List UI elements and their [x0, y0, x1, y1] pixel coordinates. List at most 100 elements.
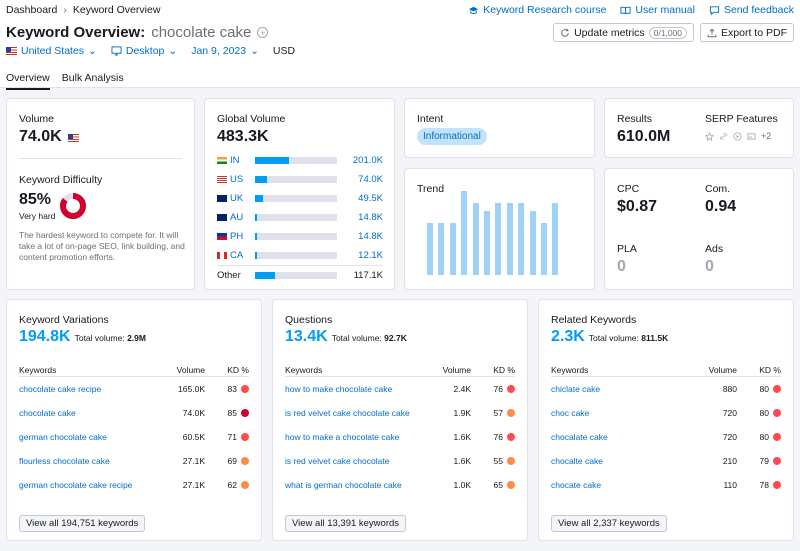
table-row: how to make chocolate cake 2.4K 76 — [285, 377, 515, 401]
keyword-kd: 76 — [471, 384, 515, 394]
keyword-link[interactable]: chocalte cake — [551, 456, 603, 466]
keyword-link[interactable]: chocalate cake — [551, 432, 608, 442]
keyword-link[interactable]: chocate cake — [551, 480, 602, 490]
chevron-down-icon: ⌄ — [250, 45, 259, 57]
variations-count-value[interactable]: 194.8K — [19, 328, 71, 345]
device-select[interactable]: Desktop ⌄ — [111, 45, 177, 57]
table-row: is red velvet cake chocolate 1.6K 55 — [285, 449, 515, 473]
manual-link[interactable]: User manual — [620, 4, 695, 16]
pla-value: 0 — [617, 258, 626, 275]
manual-label: User manual — [635, 4, 695, 16]
country-code[interactable]: AU — [230, 211, 244, 223]
country-code[interactable]: PH — [230, 230, 244, 242]
trend-bar — [529, 211, 536, 275]
keyword-link[interactable]: what is german chocolate cake — [285, 480, 402, 490]
related-table: Keywords Volume KD % chiclate cake 880 80 choc… — [551, 363, 781, 497]
header-volume[interactable]: Volume — [442, 364, 471, 375]
trend-bar — [472, 202, 479, 275]
keyword-link[interactable]: chiclate cake — [551, 384, 601, 394]
ads-value: 0 — [705, 258, 714, 275]
pla-label: PLA — [617, 243, 637, 255]
tab-bar: Overview Bulk Analysis — [6, 72, 124, 90]
kd-value: 71 — [227, 432, 237, 442]
desktop-icon — [111, 46, 122, 56]
keyword-link[interactable]: flourless chocolate cake — [19, 456, 110, 466]
link-icon — [720, 132, 727, 140]
keyword-link[interactable]: how to make chocolate cake — [285, 384, 393, 394]
country-code[interactable]: US — [230, 173, 244, 185]
header-kd[interactable]: KD % — [759, 364, 781, 375]
country-row-us: US 74.0K — [217, 173, 383, 185]
header-kd[interactable]: KD % — [227, 364, 249, 375]
graduation-cap-icon — [469, 6, 479, 14]
country-code[interactable]: UK — [230, 192, 244, 204]
related-total-label: Total volume: — [588, 333, 639, 343]
keyword-link[interactable]: chocolate cake recipe — [19, 384, 102, 394]
com-label: Com. — [705, 183, 731, 195]
keyword-link[interactable]: german chocolate cake — [19, 432, 107, 442]
header-volume[interactable]: Volume — [176, 364, 205, 375]
cpc-label: CPC — [617, 183, 640, 195]
keyword-kd: 79 — [737, 456, 781, 466]
keyword-kd: 83 — [205, 384, 249, 394]
kd-dot — [507, 433, 515, 441]
table-header: Keywords Volume KD % — [285, 363, 515, 377]
country-code[interactable]: CA — [230, 249, 244, 261]
tab-bulk-analysis[interactable]: Bulk Analysis — [61, 72, 124, 84]
keyword-volume: 165.0K — [178, 384, 205, 394]
country-row-in: IN 201.0K — [217, 154, 383, 166]
view-all-related-button[interactable]: View all 2,337 keywords — [551, 515, 667, 532]
kd-dot — [773, 409, 781, 417]
country-bar-fill — [255, 213, 258, 221]
country-volume[interactable]: 14.8K — [358, 211, 383, 223]
date-select[interactable]: Jan 9, 2023 ⌄ — [191, 45, 259, 57]
country-volume[interactable]: 201.0K — [352, 154, 383, 166]
country-bar — [255, 175, 337, 183]
keyword-link[interactable]: how to make a chocolate cake — [285, 432, 400, 442]
keyword-kd: 80 — [737, 432, 781, 442]
update-count: 0/1,000 — [648, 26, 688, 39]
flag-icon — [217, 194, 227, 202]
keyword-link[interactable]: is red velvet cake chocolate — [285, 456, 390, 466]
global-volume-label: Global Volume — [217, 113, 286, 125]
serp-more[interactable]: +2 — [761, 131, 772, 141]
chevron-down-icon: ⌄ — [88, 45, 97, 57]
related-count-value[interactable]: 2.3K — [551, 328, 585, 345]
course-link[interactable]: Keyword Research course — [468, 4, 606, 16]
tab-overview[interactable]: Overview — [6, 72, 50, 90]
flag-icon — [217, 156, 227, 164]
table-row: chocolate cake 74.0K 85 — [19, 401, 249, 425]
kd-description: The hardest keyword to compete for. It w… — [19, 230, 185, 262]
keyword-volume: 60.5K — [182, 432, 205, 442]
us-flag-icon — [6, 47, 17, 55]
keyword-link[interactable]: german chocolate cake recipe — [19, 480, 133, 490]
keyword-link[interactable]: is red velvet cake chocolate cake — [285, 408, 410, 418]
view-all-questions-button[interactable]: View all 13,391 keywords — [285, 515, 407, 532]
keyword-kd: 55 — [471, 456, 515, 466]
header-kd[interactable]: KD % — [493, 364, 515, 375]
keyword-link[interactable]: chocolate cake — [19, 408, 76, 418]
view-all-variations-button[interactable]: View all 194,751 keywords — [19, 515, 146, 532]
volume-label: Volume — [19, 113, 55, 125]
country-volume[interactable]: 14.8K — [358, 230, 383, 242]
questions-count-value[interactable]: 13.4K — [285, 328, 328, 345]
results-label: Results — [617, 113, 653, 125]
questions-card: Questions 13.4K Total volume: 92.7K Keyw… — [272, 299, 528, 541]
breadcrumb-dashboard[interactable]: Dashboard — [6, 4, 58, 16]
update-metrics-button[interactable]: Update metrics 0/1,000 — [553, 23, 695, 42]
update-label: Update metrics — [574, 26, 645, 39]
country-volume[interactable]: 12.1K — [358, 249, 383, 261]
header-keywords: Keywords — [551, 364, 589, 375]
country-select[interactable]: United States ⌄ — [6, 45, 97, 57]
kd-dot — [507, 409, 515, 417]
country-volume[interactable]: 49.5K — [358, 192, 383, 204]
country-volume[interactable]: 74.0K — [358, 173, 383, 185]
export-pdf-button[interactable]: Export to PDF — [700, 23, 794, 42]
add-keyword-icon[interactable]: + — [257, 27, 269, 38]
country-code[interactable]: IN — [230, 154, 240, 166]
video-icon — [733, 131, 742, 141]
header-volume[interactable]: Volume — [708, 364, 737, 375]
table-header: Keywords Volume KD % — [551, 363, 781, 377]
feedback-link[interactable]: Send feedback — [709, 4, 794, 16]
keyword-link[interactable]: choc cake — [551, 408, 590, 418]
